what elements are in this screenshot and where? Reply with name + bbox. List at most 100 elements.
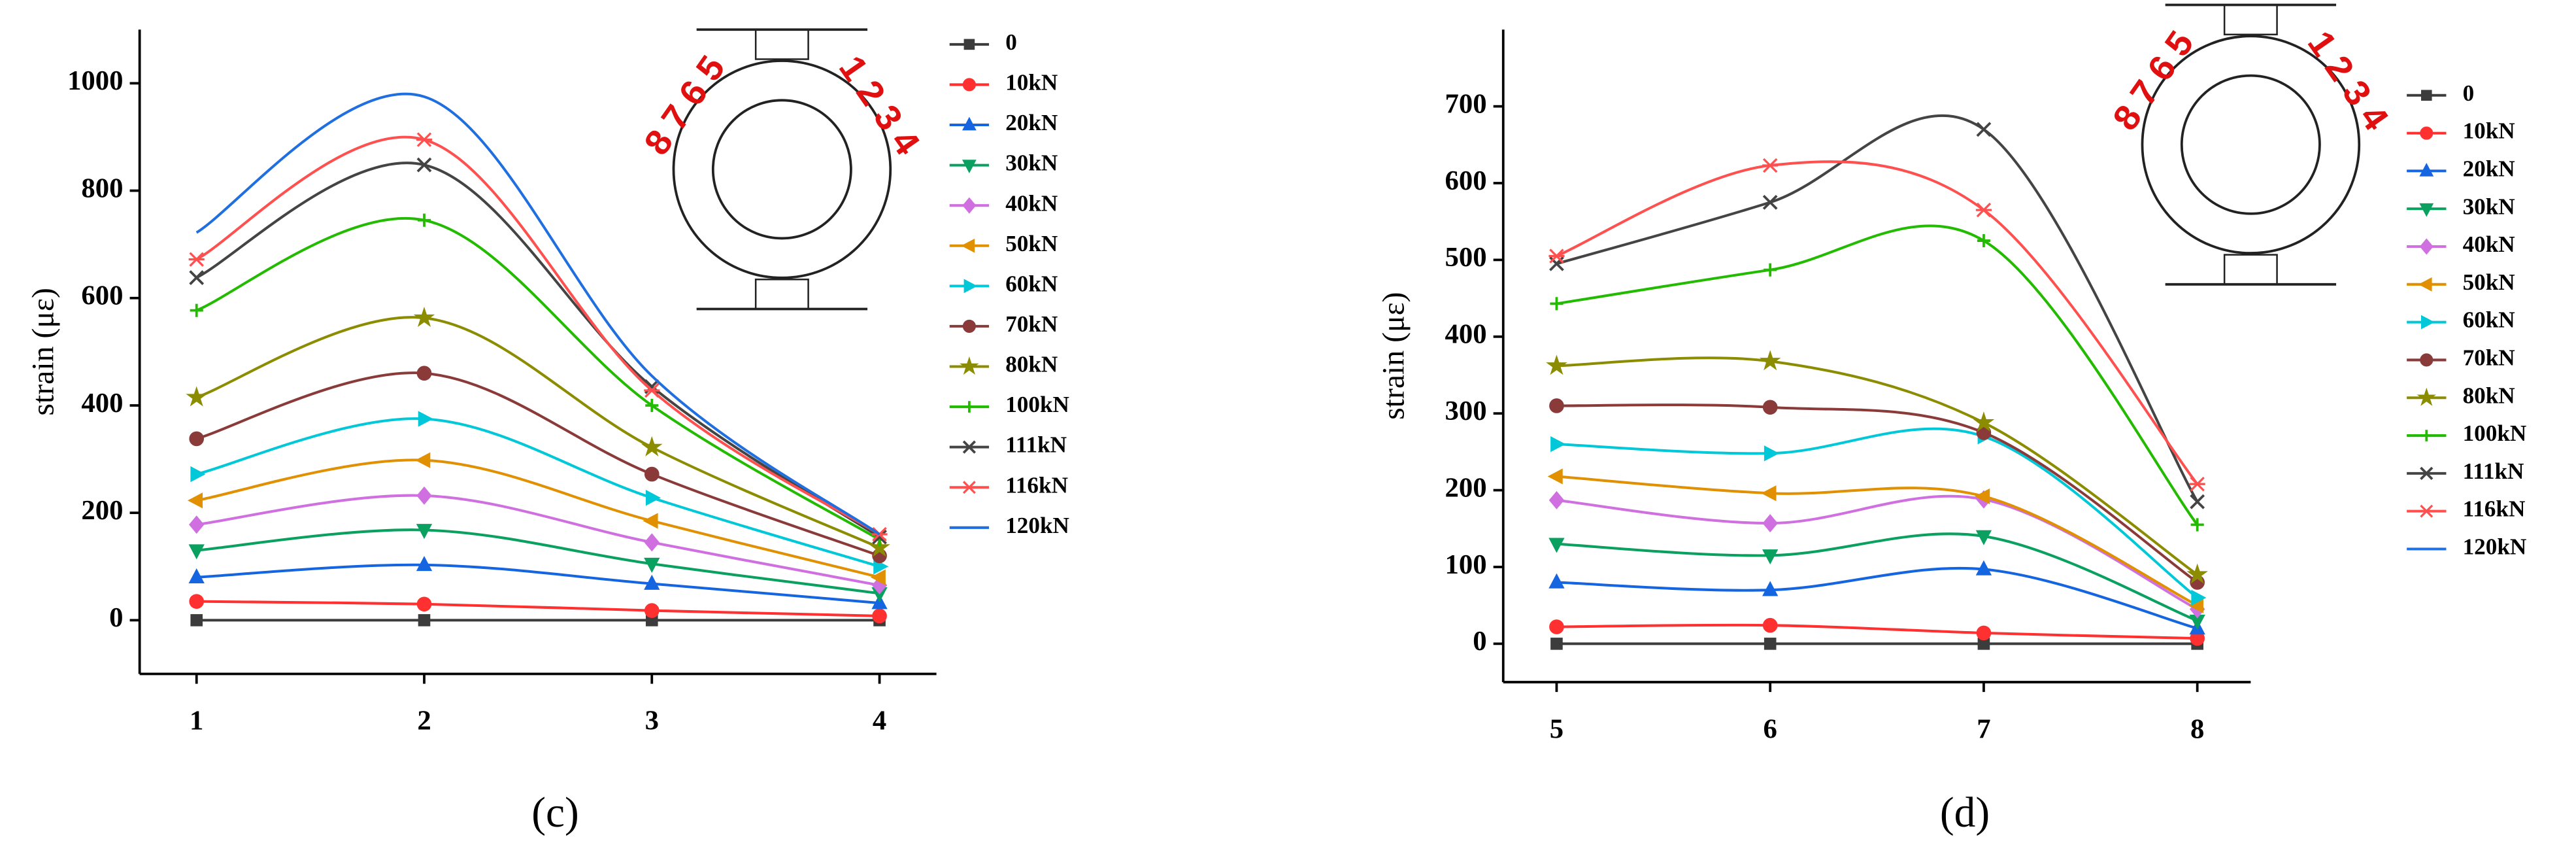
marker	[416, 366, 432, 381]
marker	[645, 398, 659, 413]
legend-label: 111kN	[1005, 432, 1067, 458]
series-line	[1556, 403, 2198, 584]
marker	[1549, 619, 1564, 634]
y-tick-label: 200	[81, 495, 123, 526]
marker	[188, 252, 205, 267]
legend-marker	[961, 238, 975, 253]
marker	[1759, 350, 1781, 371]
legend-marker	[2420, 353, 2434, 367]
marker	[1762, 549, 1779, 565]
marker	[1975, 488, 1990, 505]
series-line	[196, 371, 880, 557]
legend-marker	[2417, 387, 2437, 406]
legend-label: 116kN	[2463, 496, 2526, 522]
marker	[1976, 122, 1992, 137]
marker	[418, 614, 431, 626]
legend-marker	[2418, 277, 2432, 292]
legend-marker	[962, 481, 977, 494]
series-line	[1556, 224, 2199, 526]
y-tick-label: 1000	[67, 65, 123, 96]
legend-label: 20kN	[2463, 156, 2515, 181]
y-tick-label: 600	[1445, 165, 1487, 196]
inset-inner	[711, 99, 852, 240]
marker	[2190, 518, 2204, 532]
marker	[2190, 494, 2205, 509]
x-tick-label: 5	[1550, 713, 1564, 744]
marker	[189, 515, 205, 534]
legend-marker	[2420, 126, 2434, 140]
legend-label: 0	[2463, 80, 2475, 106]
y-tick-label: 400	[81, 388, 123, 419]
inset-inner	[2180, 74, 2321, 215]
legend-label: 111kN	[2463, 458, 2524, 484]
marker	[415, 452, 431, 468]
y-tick-label: 300	[1445, 396, 1487, 426]
marker	[1550, 638, 1563, 650]
marker	[1975, 530, 1992, 545]
legend-label: 100kN	[1005, 392, 1069, 417]
marker	[1976, 625, 1992, 641]
legend-label: 120kN	[2463, 534, 2527, 560]
marker	[641, 436, 663, 456]
series-line	[196, 528, 880, 595]
series-line	[195, 135, 880, 536]
legend-marker	[960, 356, 979, 375]
marker	[645, 490, 661, 506]
legend-label: 40kN	[1005, 190, 1058, 216]
legend-label: 30kN	[1005, 150, 1058, 176]
legend-marker	[962, 78, 976, 92]
y-tick-label: 700	[1445, 88, 1487, 119]
marker	[189, 270, 205, 285]
x-tick-label: 6	[1764, 713, 1777, 744]
y-tick-label: 200	[1445, 472, 1487, 503]
series-line	[196, 417, 880, 568]
marker	[188, 568, 205, 584]
series-line	[1556, 566, 2198, 630]
legend-label: 30kN	[2463, 194, 2515, 219]
marker	[1764, 638, 1777, 650]
series-line	[195, 216, 880, 541]
marker	[1550, 436, 1566, 453]
marker	[872, 608, 887, 624]
legend-marker	[2419, 163, 2434, 177]
marker	[416, 132, 433, 147]
legend-marker	[962, 440, 977, 454]
marker	[1764, 445, 1779, 462]
marker	[1762, 617, 1778, 633]
x-tick-label: 4	[873, 706, 886, 736]
legend-label: 40kN	[2463, 232, 2515, 257]
marker	[1977, 234, 1990, 248]
marker	[644, 383, 660, 398]
legend-marker	[2419, 203, 2434, 217]
marker	[189, 431, 205, 447]
y-axis-label: strain (με)	[1376, 292, 1411, 419]
inset-flange	[2223, 254, 2278, 286]
marker	[2191, 589, 2207, 606]
marker	[869, 536, 890, 557]
marker	[418, 411, 433, 427]
inset-outer	[2141, 35, 2361, 254]
marker	[644, 574, 660, 590]
caption: (d)	[1940, 789, 1990, 836]
series-line	[196, 563, 880, 605]
series-line	[1556, 356, 2198, 576]
legend-label: 60kN	[1005, 271, 1058, 296]
marker	[190, 303, 203, 317]
marker	[1549, 398, 1564, 413]
legend-label: 80kN	[2463, 383, 2515, 408]
marker	[1548, 573, 1565, 589]
marker	[1550, 297, 1564, 311]
legend-marker	[2420, 315, 2435, 330]
caption: (c)	[531, 789, 579, 836]
series-line	[1556, 427, 2198, 599]
legend-marker	[2420, 430, 2433, 441]
series-line	[1556, 475, 2198, 607]
marker	[413, 307, 435, 327]
legend-marker	[962, 160, 977, 173]
series-line	[196, 494, 880, 587]
marker	[873, 558, 889, 575]
marker	[1975, 560, 1992, 575]
